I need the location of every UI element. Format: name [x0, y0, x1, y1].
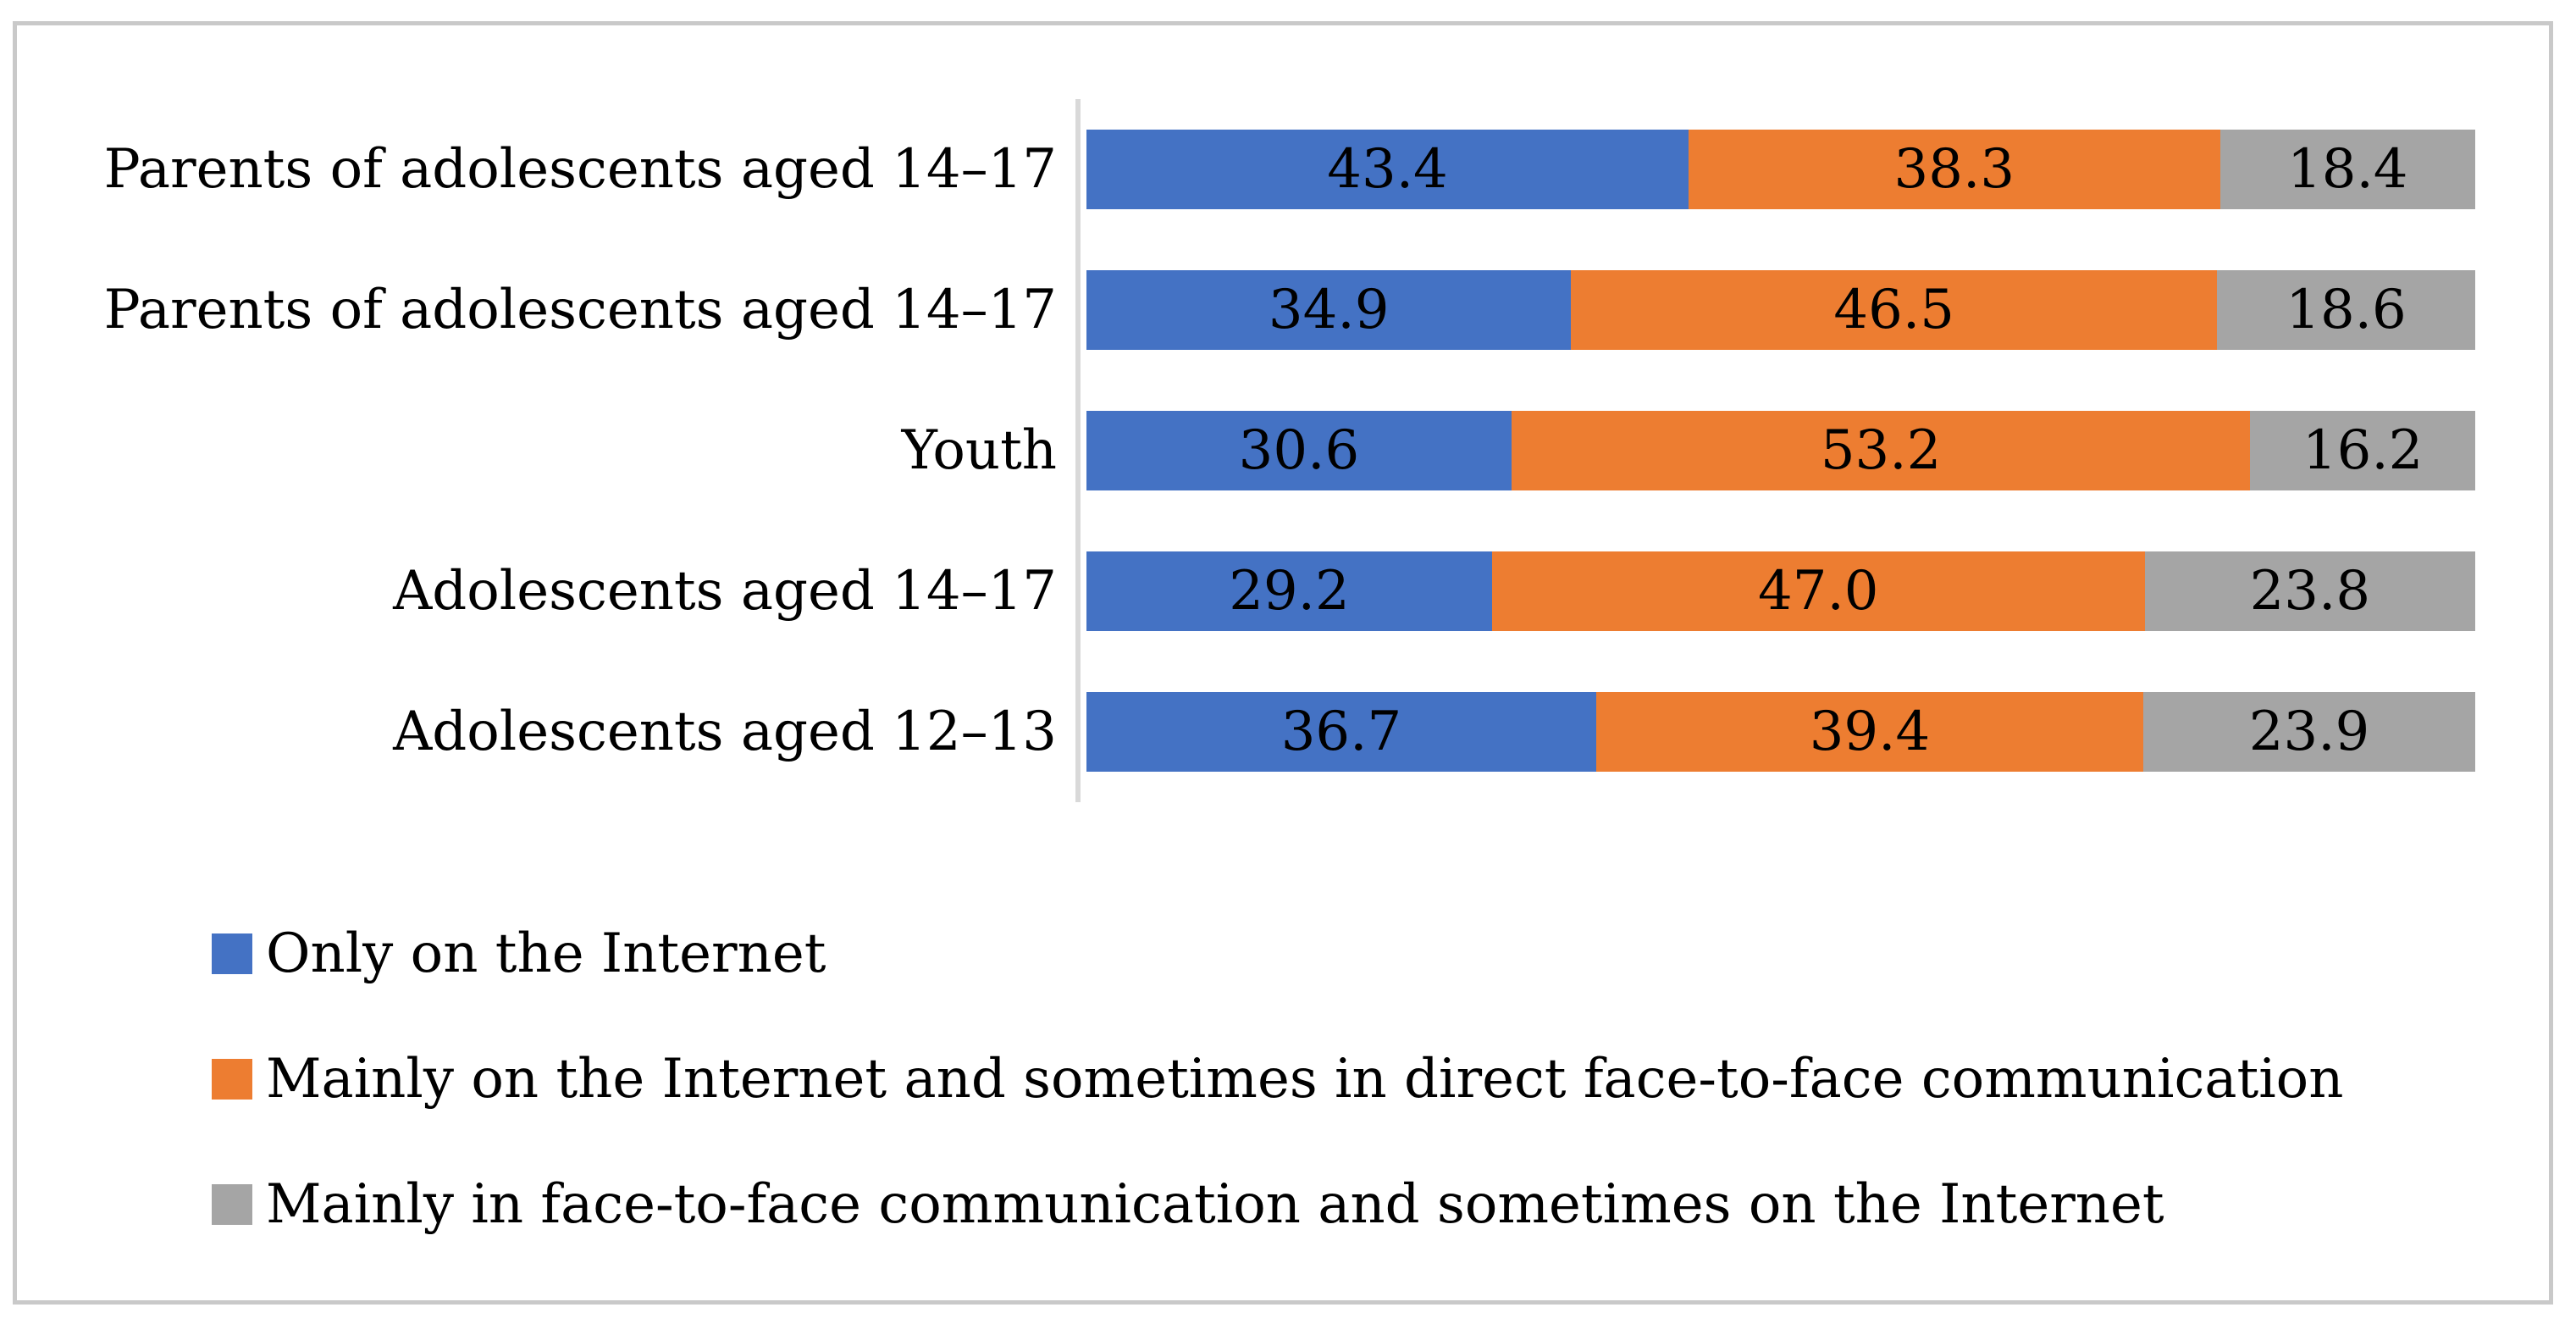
y-axis-line — [1075, 99, 1081, 802]
stacked-bar: 36.7 39.4 23.9 — [1086, 692, 2475, 772]
segment-value-label: 30.6 — [1238, 419, 1360, 482]
legend-label: Mainly on the Internet and sometimes in … — [266, 1048, 2344, 1111]
legend-item: Mainly on the Internet and sometimes in … — [212, 1048, 2343, 1111]
legend-swatch-icon — [212, 1184, 252, 1225]
bar-segment: 53.2 — [1511, 411, 2251, 490]
bar-segment: 43.4 — [1086, 130, 1689, 209]
bar-segment: 23.8 — [2144, 551, 2475, 631]
segment-value-label: 36.7 — [1280, 701, 1402, 763]
bar-row: Parents of adolescents aged 14–17 43.4 38.… — [0, 130, 2576, 209]
bar-segment: 39.4 — [1595, 692, 2144, 772]
bar-segment: 38.3 — [1689, 130, 2220, 209]
bar-segment: 46.5 — [1571, 270, 2217, 350]
segment-value-label: 23.8 — [2249, 560, 2371, 623]
legend-item: Only on the Internet — [212, 922, 826, 985]
bar-segment: 34.9 — [1086, 270, 1572, 350]
bar-row: Youth 30.6 53.2 16.2 — [0, 411, 2576, 490]
segment-value-label: 38.3 — [1893, 138, 2015, 201]
segment-value-label: 53.2 — [1820, 419, 1942, 482]
bar-segment: 47.0 — [1491, 551, 2145, 631]
segment-value-label: 18.6 — [2286, 279, 2407, 341]
bar-segment: 36.7 — [1086, 692, 1596, 772]
segment-value-label: 16.2 — [2302, 419, 2424, 482]
segment-value-label: 39.4 — [1809, 701, 1931, 763]
category-label: Adolescents aged 12–13 — [393, 701, 1057, 763]
segment-value-label: 34.9 — [1268, 279, 1390, 341]
category-label: Youth — [901, 419, 1057, 482]
bar-row: Parents of adolescents aged 14–17 34.9 46.… — [0, 270, 2576, 350]
bar-row: Adolescents aged 14–17 29.2 47.0 23.8 — [0, 551, 2576, 631]
bar-row: Adolescents aged 12–13 36.7 39.4 23.9 — [0, 692, 2576, 772]
segment-value-label: 18.4 — [2287, 138, 2408, 201]
bar-segment: 29.2 — [1086, 551, 1492, 631]
legend-item: Mainly in face-to-face communication and… — [212, 1173, 2164, 1236]
category-label: Adolescents aged 14–17 — [393, 560, 1057, 623]
legend-label: Only on the Internet — [266, 922, 826, 985]
segment-value-label: 23.9 — [2248, 701, 2370, 763]
bar-segment: 18.6 — [2216, 270, 2475, 350]
legend-label: Mainly in face-to-face communication and… — [266, 1173, 2164, 1236]
segment-value-label: 43.4 — [1327, 138, 1448, 201]
stacked-bar: 30.6 53.2 16.2 — [1086, 411, 2475, 490]
stacked-bar: 43.4 38.3 18.4 — [1086, 130, 2475, 209]
bar-segment: 16.2 — [2250, 411, 2475, 490]
stacked-bar: 29.2 47.0 23.8 — [1086, 551, 2475, 631]
segment-value-label: 46.5 — [1833, 279, 1954, 341]
bar-segment: 23.9 — [2143, 692, 2475, 772]
figure-frame — [13, 21, 2553, 1305]
category-label: Parents of adolescents aged 14–17 — [103, 279, 1057, 341]
legend-swatch-icon — [212, 933, 252, 974]
legend-swatch-icon — [212, 1059, 252, 1100]
segment-value-label: 47.0 — [1758, 560, 1879, 623]
category-label: Parents of adolescents aged 14–17 — [103, 138, 1057, 201]
bar-segment: 30.6 — [1086, 411, 1512, 490]
stacked-bar: 34.9 46.5 18.6 — [1086, 270, 2475, 350]
bar-segment: 18.4 — [2219, 130, 2475, 209]
segment-value-label: 29.2 — [1229, 560, 1350, 623]
